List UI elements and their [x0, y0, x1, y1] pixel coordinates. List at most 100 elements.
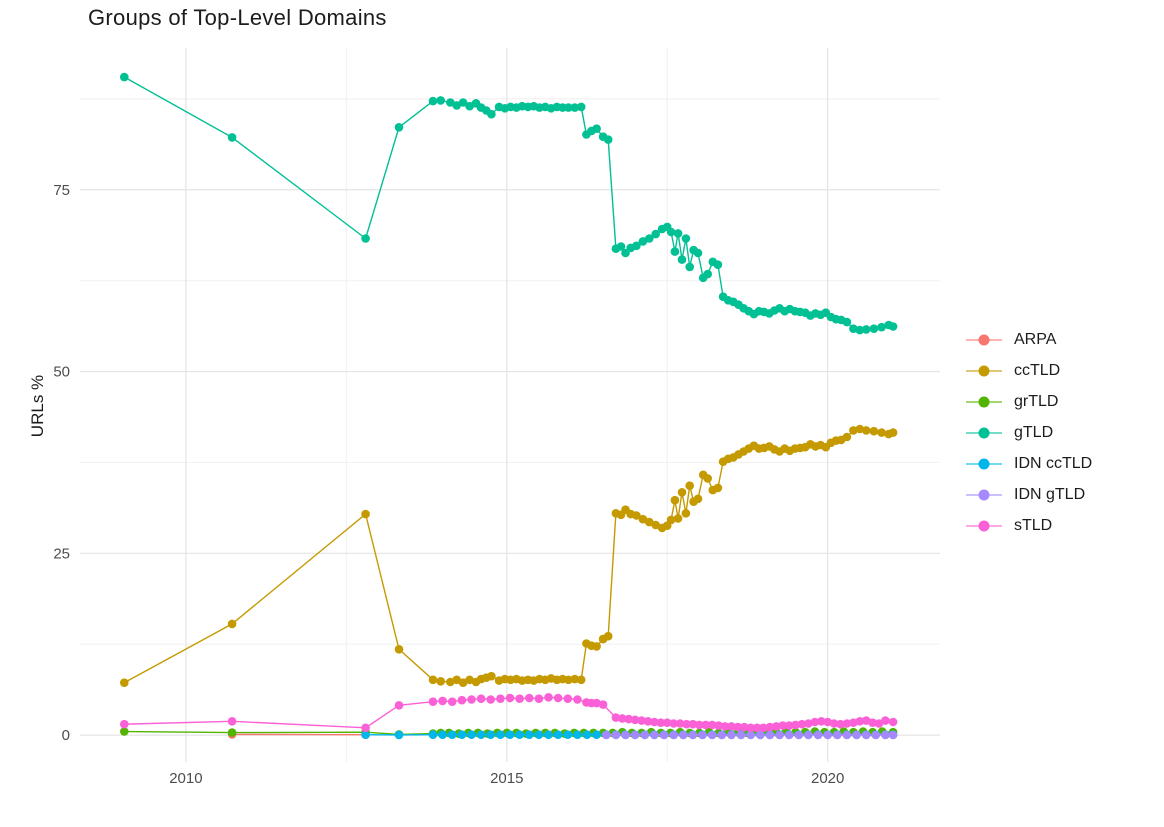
data-point: [438, 730, 447, 739]
data-point: [842, 432, 852, 442]
data-point: [458, 678, 468, 687]
legend-item-stld: sTLD: [966, 510, 1092, 541]
data-point: [563, 694, 573, 703]
data-point: [673, 514, 683, 523]
data-point: [611, 713, 621, 722]
data-point: [713, 260, 723, 270]
data-point: [695, 720, 704, 730]
data-point: [638, 237, 648, 246]
data-point: [881, 716, 890, 725]
data-point: [394, 730, 404, 740]
data-point: [428, 697, 438, 706]
data-point: [823, 730, 832, 740]
data-point: [888, 428, 898, 437]
data-point: [736, 730, 746, 740]
legend-key-icon: [966, 424, 1002, 442]
data-point: [457, 730, 467, 739]
data-point: [804, 719, 813, 728]
data-point: [603, 631, 613, 641]
data-point: [685, 481, 694, 491]
data-point: [703, 474, 712, 483]
data-point: [861, 325, 871, 334]
data-point: [476, 694, 486, 703]
legend: ARPA ccTLD grTLD gTLD IDN ccTLD IDN gTLD sTLD: [966, 324, 1092, 541]
legend-item-idn-cctld: IDN ccTLD: [966, 448, 1092, 479]
data-point: [650, 730, 659, 740]
legend-key-icon: [966, 455, 1002, 473]
legend-key-icon: [966, 517, 1002, 535]
data-point: [467, 695, 476, 704]
data-point: [775, 730, 784, 740]
data-point: [701, 720, 710, 730]
x-tick-label: 2010: [169, 770, 202, 787]
data-point: [855, 325, 865, 335]
data-point: [563, 730, 573, 739]
data-point: [570, 103, 580, 112]
data-point: [637, 716, 646, 725]
y-tick-label: 75: [53, 182, 70, 199]
data-point: [361, 730, 370, 739]
data-point: [868, 718, 877, 727]
data-point: [592, 124, 601, 133]
data-point: [733, 722, 743, 732]
series-stld: [120, 693, 898, 733]
data-point: [810, 717, 820, 727]
data-point: [791, 720, 800, 730]
data-point: [688, 719, 698, 729]
data-point: [855, 717, 865, 726]
data-point: [842, 719, 852, 728]
legend-label: sTLD: [1014, 516, 1053, 534]
series-line: [123, 76, 894, 331]
data-point: [707, 720, 717, 730]
data-point: [682, 719, 691, 729]
data-point: [746, 723, 755, 733]
data-point: [752, 723, 762, 733]
data-point: [681, 509, 691, 518]
data-point: [457, 695, 467, 705]
data-point: [467, 730, 476, 739]
data-point: [515, 730, 524, 739]
data-point: [717, 730, 727, 740]
data-point: [592, 730, 601, 739]
data-point: [394, 645, 404, 654]
data-point: [573, 730, 582, 739]
x-tick-label: 2015: [490, 770, 523, 787]
data-point: [659, 730, 669, 740]
data-point: [496, 730, 505, 739]
data-point: [525, 730, 534, 739]
legend-label: ccTLD: [1014, 361, 1061, 379]
data-point: [666, 515, 676, 525]
data-point: [685, 262, 694, 272]
data-point: [570, 674, 580, 684]
data-point: [438, 696, 447, 706]
legend-item-cctld: ccTLD: [966, 355, 1092, 386]
data-point: [650, 717, 659, 727]
data-point: [804, 730, 813, 740]
data-point: [714, 721, 723, 730]
data-point: [227, 728, 237, 737]
data-point: [598, 700, 608, 709]
data-point: [874, 719, 884, 728]
data-point: [465, 101, 474, 111]
series-gtld: [120, 72, 898, 335]
data-point: [842, 317, 852, 327]
data-point: [643, 717, 653, 726]
data-point: [120, 678, 129, 687]
data-point: [227, 133, 237, 142]
legend-key-icon: [966, 486, 1002, 504]
data-point: [486, 730, 496, 739]
data-point: [677, 488, 687, 497]
data-point: [227, 717, 237, 726]
y-axis-label: URLs %: [28, 374, 47, 438]
data-point: [666, 227, 676, 237]
legend-key-icon: [966, 362, 1002, 380]
data-point: [630, 730, 640, 740]
data-point: [428, 730, 438, 739]
chart-title: Groups of Top-Level Domains: [88, 5, 387, 30]
data-point: [553, 730, 563, 739]
data-point: [817, 717, 826, 726]
data-point: [651, 229, 660, 239]
data-point: [772, 722, 781, 731]
